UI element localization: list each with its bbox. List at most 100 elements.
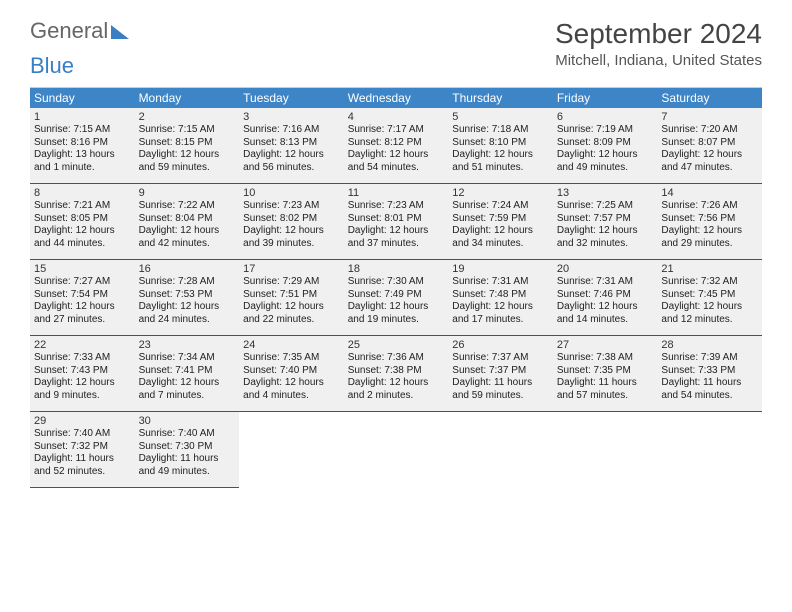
sunrise-line: Sunrise: 7:22 AM [139, 200, 236, 213]
day-cell: 17Sunrise: 7:29 AMSunset: 7:51 PMDayligh… [239, 260, 344, 336]
sunrise-line: Sunrise: 7:39 AM [661, 352, 758, 365]
sunrise-line: Sunrise: 7:40 AM [34, 428, 131, 441]
day-number: 12 [452, 187, 549, 199]
day-cell: 30Sunrise: 7:40 AMSunset: 7:30 PMDayligh… [135, 412, 240, 488]
daylight-line: Daylight: 12 hours and 59 minutes. [139, 149, 236, 174]
sunset-line: Sunset: 8:02 PM [243, 213, 340, 226]
day-cell: 5Sunrise: 7:18 AMSunset: 8:10 PMDaylight… [448, 108, 553, 184]
day-cell: 14Sunrise: 7:26 AMSunset: 7:56 PMDayligh… [657, 184, 762, 260]
daylight-line: Daylight: 12 hours and 34 minutes. [452, 225, 549, 250]
dow-header: Thursday [448, 88, 553, 108]
daylight-line: Daylight: 12 hours and 56 minutes. [243, 149, 340, 174]
day-number: 28 [661, 339, 758, 351]
day-number: 29 [34, 415, 131, 427]
daylight-line: Daylight: 11 hours and 52 minutes. [34, 453, 131, 478]
day-number: 14 [661, 187, 758, 199]
calendar-grid: SundayMondayTuesdayWednesdayThursdayFrid… [30, 87, 762, 488]
daylight-line: Daylight: 12 hours and 44 minutes. [34, 225, 131, 250]
sunrise-line: Sunrise: 7:28 AM [139, 276, 236, 289]
empty-cell [239, 412, 344, 488]
daylight-line: Daylight: 12 hours and 54 minutes. [348, 149, 445, 174]
day-number: 5 [452, 111, 549, 123]
day-cell: 18Sunrise: 7:30 AMSunset: 7:49 PMDayligh… [344, 260, 449, 336]
day-cell: 20Sunrise: 7:31 AMSunset: 7:46 PMDayligh… [553, 260, 658, 336]
sunset-line: Sunset: 8:16 PM [34, 137, 131, 150]
dow-header: Saturday [657, 88, 762, 108]
day-number: 23 [139, 339, 236, 351]
daylight-line: Daylight: 12 hours and 19 minutes. [348, 301, 445, 326]
page-title: September 2024 [555, 18, 762, 50]
day-number: 8 [34, 187, 131, 199]
daylight-line: Daylight: 12 hours and 9 minutes. [34, 377, 131, 402]
sunset-line: Sunset: 7:49 PM [348, 289, 445, 302]
sunrise-line: Sunrise: 7:23 AM [243, 200, 340, 213]
sunrise-line: Sunrise: 7:17 AM [348, 124, 445, 137]
sunrise-line: Sunrise: 7:19 AM [557, 124, 654, 137]
day-number: 7 [661, 111, 758, 123]
day-number: 18 [348, 263, 445, 275]
day-cell: 28Sunrise: 7:39 AMSunset: 7:33 PMDayligh… [657, 336, 762, 412]
sunset-line: Sunset: 7:45 PM [661, 289, 758, 302]
sunset-line: Sunset: 7:30 PM [139, 441, 236, 454]
day-cell: 7Sunrise: 7:20 AMSunset: 8:07 PMDaylight… [657, 108, 762, 184]
sunrise-line: Sunrise: 7:37 AM [452, 352, 549, 365]
day-number: 13 [557, 187, 654, 199]
daylight-line: Daylight: 11 hours and 57 minutes. [557, 377, 654, 402]
day-cell: 9Sunrise: 7:22 AMSunset: 8:04 PMDaylight… [135, 184, 240, 260]
daylight-line: Daylight: 12 hours and 51 minutes. [452, 149, 549, 174]
day-cell: 23Sunrise: 7:34 AMSunset: 7:41 PMDayligh… [135, 336, 240, 412]
sunset-line: Sunset: 8:13 PM [243, 137, 340, 150]
daylight-line: Daylight: 12 hours and 42 minutes. [139, 225, 236, 250]
sunset-line: Sunset: 7:37 PM [452, 365, 549, 378]
sunrise-line: Sunrise: 7:34 AM [139, 352, 236, 365]
day-number: 1 [34, 111, 131, 123]
sunset-line: Sunset: 7:54 PM [34, 289, 131, 302]
daylight-line: Daylight: 11 hours and 49 minutes. [139, 453, 236, 478]
day-cell: 11Sunrise: 7:23 AMSunset: 8:01 PMDayligh… [344, 184, 449, 260]
sunset-line: Sunset: 8:09 PM [557, 137, 654, 150]
day-number: 6 [557, 111, 654, 123]
sunset-line: Sunset: 7:51 PM [243, 289, 340, 302]
daylight-line: Daylight: 12 hours and 32 minutes. [557, 225, 654, 250]
sunrise-line: Sunrise: 7:27 AM [34, 276, 131, 289]
daylight-line: Daylight: 12 hours and 37 minutes. [348, 225, 445, 250]
sunset-line: Sunset: 8:10 PM [452, 137, 549, 150]
sunset-line: Sunset: 7:40 PM [243, 365, 340, 378]
sunset-line: Sunset: 7:43 PM [34, 365, 131, 378]
day-cell: 13Sunrise: 7:25 AMSunset: 7:57 PMDayligh… [553, 184, 658, 260]
sunrise-line: Sunrise: 7:31 AM [452, 276, 549, 289]
day-cell: 6Sunrise: 7:19 AMSunset: 8:09 PMDaylight… [553, 108, 658, 184]
empty-cell [344, 412, 449, 488]
logo: General [30, 18, 129, 44]
day-cell: 10Sunrise: 7:23 AMSunset: 8:02 PMDayligh… [239, 184, 344, 260]
day-cell: 3Sunrise: 7:16 AMSunset: 8:13 PMDaylight… [239, 108, 344, 184]
day-cell: 26Sunrise: 7:37 AMSunset: 7:37 PMDayligh… [448, 336, 553, 412]
sunset-line: Sunset: 7:32 PM [34, 441, 131, 454]
sunset-line: Sunset: 8:12 PM [348, 137, 445, 150]
daylight-line: Daylight: 13 hours and 1 minute. [34, 149, 131, 174]
day-number: 21 [661, 263, 758, 275]
sunrise-line: Sunrise: 7:23 AM [348, 200, 445, 213]
sunset-line: Sunset: 7:57 PM [557, 213, 654, 226]
daylight-line: Daylight: 12 hours and 27 minutes. [34, 301, 131, 326]
day-number: 24 [243, 339, 340, 351]
dow-header: Sunday [30, 88, 135, 108]
daylight-line: Daylight: 12 hours and 49 minutes. [557, 149, 654, 174]
sunrise-line: Sunrise: 7:18 AM [452, 124, 549, 137]
day-cell: 8Sunrise: 7:21 AMSunset: 8:05 PMDaylight… [30, 184, 135, 260]
day-number: 22 [34, 339, 131, 351]
daylight-line: Daylight: 11 hours and 59 minutes. [452, 377, 549, 402]
sunset-line: Sunset: 7:33 PM [661, 365, 758, 378]
day-cell: 21Sunrise: 7:32 AMSunset: 7:45 PMDayligh… [657, 260, 762, 336]
sunset-line: Sunset: 8:07 PM [661, 137, 758, 150]
day-cell: 12Sunrise: 7:24 AMSunset: 7:59 PMDayligh… [448, 184, 553, 260]
day-cell: 2Sunrise: 7:15 AMSunset: 8:15 PMDaylight… [135, 108, 240, 184]
daylight-line: Daylight: 12 hours and 4 minutes. [243, 377, 340, 402]
sunrise-line: Sunrise: 7:26 AM [661, 200, 758, 213]
day-number: 25 [348, 339, 445, 351]
day-number: 2 [139, 111, 236, 123]
day-cell: 15Sunrise: 7:27 AMSunset: 7:54 PMDayligh… [30, 260, 135, 336]
day-number: 30 [139, 415, 236, 427]
day-cell: 29Sunrise: 7:40 AMSunset: 7:32 PMDayligh… [30, 412, 135, 488]
sunset-line: Sunset: 7:53 PM [139, 289, 236, 302]
